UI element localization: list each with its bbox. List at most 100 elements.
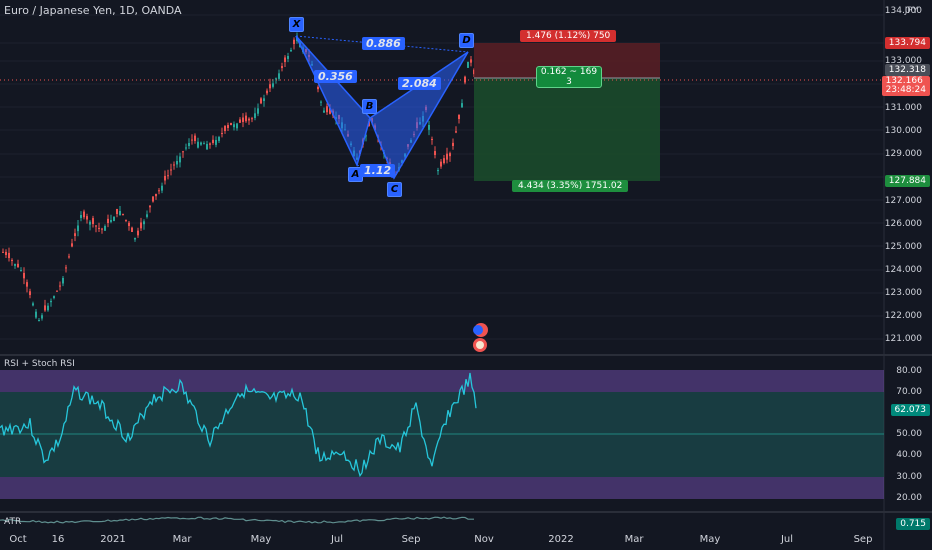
ratio-bd: 2.084 [398, 77, 441, 90]
candle-body [125, 219, 127, 221]
rsi-axis-label: 70.00 [896, 387, 922, 397]
candle-body [269, 84, 271, 89]
rsi-axis-label: 20.00 [896, 493, 922, 503]
time-axis-label: Sep [401, 534, 421, 545]
candle-body [26, 282, 28, 287]
candle-body [197, 141, 199, 148]
stop-loss-label[interactable]: 1.476 (1.12%) 750 [520, 30, 617, 42]
candle-body [326, 106, 328, 113]
candle-body [50, 300, 52, 303]
candle-body [134, 238, 136, 240]
candle-body [38, 320, 40, 321]
price-axis-label: 124.000 [884, 265, 922, 275]
candle-body [23, 272, 25, 279]
candle-body [278, 73, 280, 79]
rsi-value-tag: 62.073 [890, 404, 930, 416]
price-axis-label: 121.000 [884, 334, 922, 344]
candle-body [455, 131, 457, 133]
candle-body [5, 251, 7, 255]
candle-body [128, 222, 130, 226]
rsi-axis-label: 50.00 [896, 429, 922, 439]
atr-pane-label[interactable]: ATR [4, 517, 22, 527]
candle-body [20, 270, 22, 271]
candle-body [158, 190, 160, 192]
candle-body [11, 259, 13, 261]
rsi-pane-label[interactable]: RSI + Stoch RSI [4, 359, 75, 369]
price-axis-label: 131.000 [884, 103, 922, 113]
candle-body [35, 311, 37, 318]
price-axis-label: 129.000 [884, 149, 922, 159]
rsi-overbought-band [0, 370, 884, 392]
candle-body [152, 196, 154, 202]
candle-body [44, 305, 46, 311]
candle-body [233, 124, 235, 128]
pattern-point-x[interactable]: X [289, 17, 304, 32]
candle-body [80, 215, 82, 218]
candle-body [218, 137, 220, 141]
candle-body [182, 151, 184, 153]
candle-body [323, 110, 325, 113]
candle-body [461, 103, 463, 108]
price-axis-label: 122.000 [884, 311, 922, 321]
candle-body [74, 233, 76, 236]
candle-body [245, 115, 247, 122]
candle-body [287, 56, 289, 59]
candle-body [206, 144, 208, 150]
time-axis-label: Sep [853, 534, 873, 545]
rsi-line [0, 372, 477, 478]
risk-reward-label[interactable]: 0.162 ~ 169 3 [536, 66, 602, 88]
candle-body [176, 161, 178, 165]
candle-body [458, 114, 460, 119]
symbol-title[interactable]: Euro / Japanese Yen, 1D, OANDA [4, 4, 182, 17]
candle-body [470, 59, 472, 63]
candle-body [113, 217, 115, 221]
rsi-axis-label: 30.00 [896, 472, 922, 482]
candle-body [251, 118, 253, 120]
candle-body [131, 227, 133, 232]
rsi-axis-label: 40.00 [896, 450, 922, 460]
price-axis-label: 125.000 [884, 242, 922, 252]
candle-body [77, 225, 79, 232]
time-axis-label: Oct [9, 534, 27, 545]
time-axis-label: Jul [330, 534, 344, 545]
time-axis-label: Nov [474, 534, 494, 545]
price-axis-label: 133.000 [884, 56, 922, 66]
candle-body [143, 221, 145, 225]
time-axis-label: 16 [51, 534, 65, 545]
candle-body [173, 164, 175, 166]
candle-body [272, 83, 274, 87]
candle-body [71, 243, 73, 247]
pattern-point-d[interactable]: D [459, 33, 474, 48]
current-price-tag: 132.166 23:48:24 [881, 76, 930, 96]
candle-body [56, 290, 58, 292]
candle-body [200, 142, 202, 145]
candle-body [41, 315, 43, 319]
candle-body [215, 140, 217, 145]
candle-body [110, 220, 112, 222]
candle-body [170, 169, 172, 171]
candle-body [191, 139, 193, 141]
price-axis-label: 134.000 [884, 6, 922, 16]
candle-body [239, 119, 241, 123]
candle-body [257, 108, 259, 114]
candle-body [146, 214, 148, 217]
candle-body [293, 39, 295, 44]
pattern-point-b[interactable]: B [362, 99, 377, 114]
candle-body [317, 86, 319, 90]
candle-body [29, 291, 31, 295]
candle-body [230, 122, 232, 125]
candle-body [107, 218, 109, 223]
candle-body [254, 113, 256, 118]
take-profit-label[interactable]: 4.434 (3.35%) 1751.02 [512, 180, 629, 192]
atr-value-tag: 0.715 [896, 518, 930, 530]
candle-body [98, 227, 100, 229]
candle-body [329, 107, 331, 114]
candle-body [65, 267, 67, 269]
candle-body [122, 213, 124, 215]
pattern-point-c[interactable]: C [387, 182, 402, 197]
ratio-xa: 0.356 [314, 70, 357, 83]
candle-body [89, 221, 91, 225]
candle-body [452, 142, 454, 146]
time-axis-label: May [250, 534, 272, 545]
